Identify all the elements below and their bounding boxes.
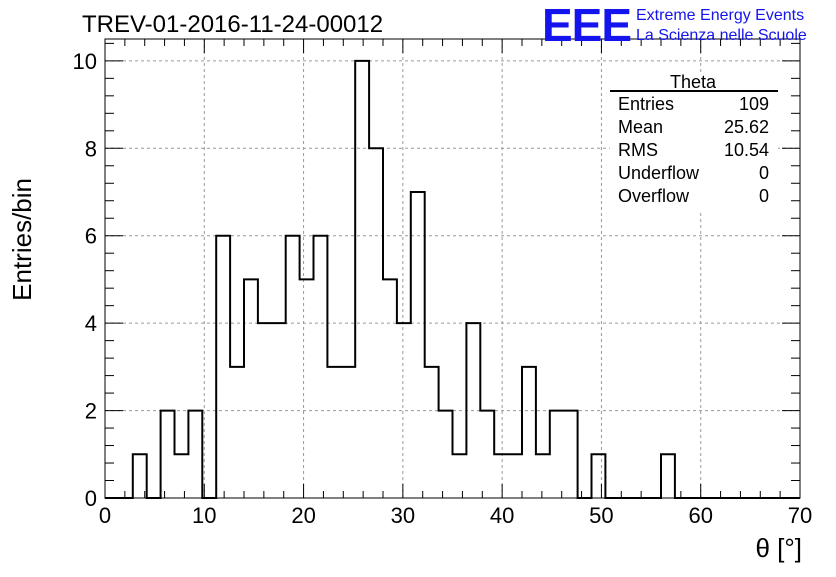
stats-rms-label: RMS (618, 140, 658, 160)
eee-logo-line2: La Scienza nelle Scuole (636, 27, 807, 44)
y-axis-label: Entries/bin (7, 178, 37, 301)
y-tick-label: 8 (85, 136, 97, 161)
eee-logo: EEE (542, 0, 631, 51)
stats-box-title: Theta (670, 72, 717, 92)
eee-logo-line1: Extreme Energy Events (636, 7, 804, 24)
x-tick-label: 70 (788, 503, 812, 528)
stats-mean-label: Mean (618, 117, 663, 137)
stats-entries-value: 109 (739, 94, 769, 114)
y-tick-label: 6 (85, 224, 97, 249)
y-tick-label: 10 (73, 49, 97, 74)
y-tick-label: 4 (85, 311, 97, 336)
x-tick-label: 20 (291, 503, 315, 528)
stats-overflow-value: 0 (759, 186, 769, 206)
x-tick-label: 30 (391, 503, 415, 528)
chart-title: TREV-01-2016-11-24-00012 (82, 11, 383, 38)
stats-underflow-label: Underflow (618, 163, 700, 183)
x-tick-label: 0 (99, 503, 111, 528)
stats-box-background (610, 73, 778, 213)
y-tick-label: 0 (85, 486, 97, 511)
x-axis-label: θ [°] (755, 533, 802, 563)
stats-entries-label: Entries (618, 94, 674, 114)
grid-lines (105, 39, 800, 498)
tick-labels: 0 10 20 30 40 50 60 70 0 2 4 6 8 10 (73, 49, 813, 528)
stats-overflow-label: Overflow (618, 186, 690, 206)
x-tick-label: 50 (589, 503, 613, 528)
x-tick-label: 10 (192, 503, 216, 528)
stats-box: Theta Entries 109 Mean 25.62 RMS 10.54 U… (610, 72, 778, 213)
x-tick-label: 40 (490, 503, 514, 528)
stats-mean-value: 25.62 (724, 117, 769, 137)
plot-frame (104, 38, 801, 499)
x-tick-label: 60 (688, 503, 712, 528)
y-tick-label: 2 (85, 399, 97, 424)
stats-underflow-value: 0 (759, 163, 769, 183)
stats-rms-value: 10.54 (724, 140, 769, 160)
